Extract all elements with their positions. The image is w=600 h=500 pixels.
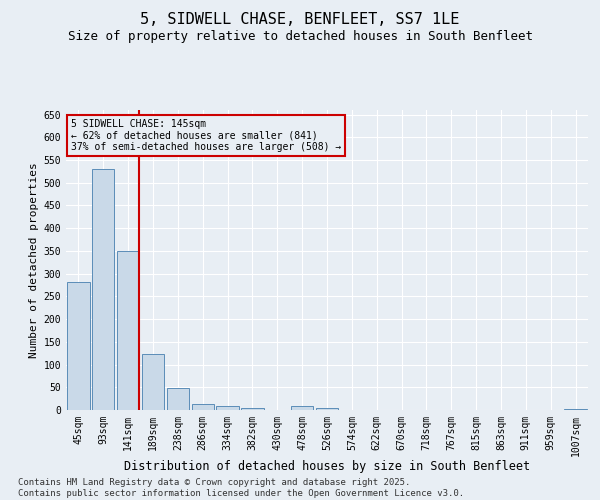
Text: Size of property relative to detached houses in South Benfleet: Size of property relative to detached ho…	[67, 30, 533, 43]
Text: 5 SIDWELL CHASE: 145sqm
← 62% of detached houses are smaller (841)
37% of semi-d: 5 SIDWELL CHASE: 145sqm ← 62% of detache…	[71, 119, 341, 152]
Bar	[291, 406, 313, 410]
Text: Contains HM Land Registry data © Crown copyright and database right 2025.
Contai: Contains HM Land Registry data © Crown c…	[18, 478, 464, 498]
Bar	[117, 251, 139, 410]
Bar	[92, 169, 115, 410]
Bar	[167, 388, 189, 410]
Text: 5, SIDWELL CHASE, BENFLEET, SS7 1LE: 5, SIDWELL CHASE, BENFLEET, SS7 1LE	[140, 12, 460, 28]
Bar	[316, 408, 338, 410]
Bar	[241, 408, 263, 410]
X-axis label: Distribution of detached houses by size in South Benfleet: Distribution of detached houses by size …	[124, 460, 530, 473]
Y-axis label: Number of detached properties: Number of detached properties	[29, 162, 40, 358]
Bar	[142, 354, 164, 410]
Bar	[565, 408, 587, 410]
Bar	[191, 404, 214, 410]
Bar	[217, 406, 239, 410]
Bar	[67, 282, 89, 410]
